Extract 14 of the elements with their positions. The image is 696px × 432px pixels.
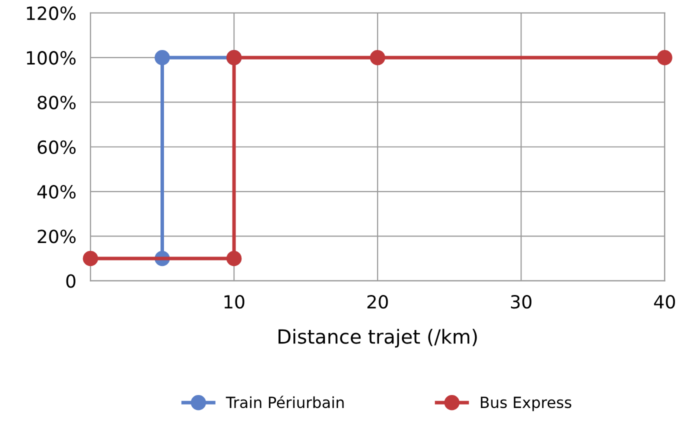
y-tick-label: 60%	[38, 140, 76, 154]
legend-label: Train Périurbain	[226, 396, 344, 408]
y-tick-label: 20%	[38, 230, 76, 244]
y-tick-label: 100%	[26, 51, 76, 65]
x-tick-label: 10	[224, 295, 244, 309]
y-tick-label: 80%	[38, 96, 76, 110]
x-tick-label: 30	[511, 295, 532, 309]
y-tick-label: 0	[66, 274, 76, 288]
x-tick-label: 40	[654, 295, 675, 309]
x-tick-label: 20	[367, 295, 388, 309]
y-tick-label: 40%	[37, 184, 76, 199]
x-axis-title: Distance trajet (/km)	[278, 328, 477, 348]
y-tick-label: 120%	[26, 6, 76, 20]
legend-label: Bus Express	[480, 396, 572, 412]
